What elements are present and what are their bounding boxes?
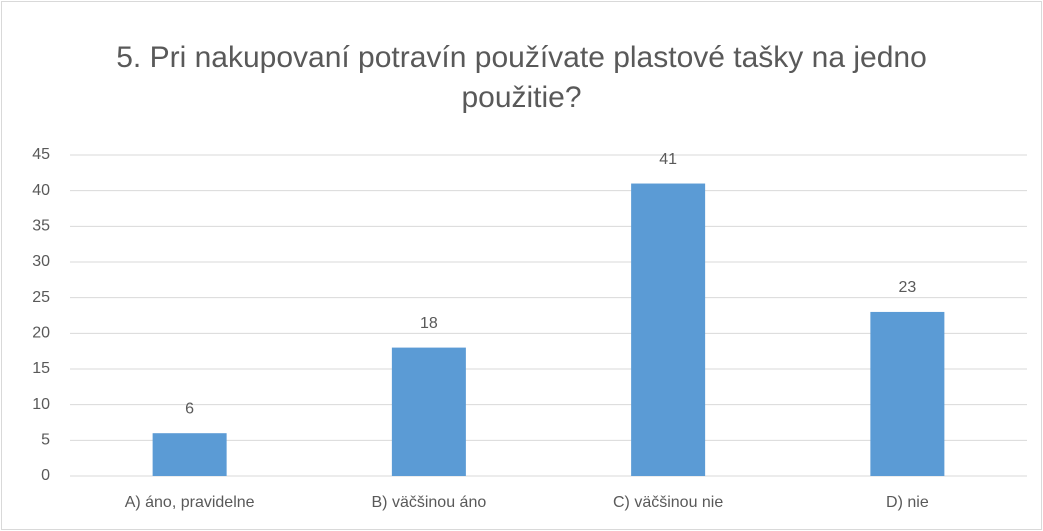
y-tick-label: 0 — [41, 467, 50, 484]
data-label: 23 — [898, 279, 916, 296]
y-tick-label: 40 — [32, 182, 50, 199]
x-tick-label: B) väčšinou áno — [372, 494, 487, 511]
y-tick-label: 25 — [32, 289, 50, 306]
y-tick-label: 5 — [41, 432, 50, 449]
bar — [631, 183, 706, 477]
bar — [870, 311, 945, 476]
y-tick-label: 45 — [32, 146, 50, 163]
data-label: 6 — [185, 400, 194, 417]
x-tick-label: D) nie — [886, 494, 929, 511]
y-tick-label: 35 — [32, 218, 50, 235]
data-label: 41 — [659, 151, 677, 168]
y-tick-label: 30 — [32, 253, 50, 270]
chart-title: 5. Pri nakupovaní potravín používate pla… — [116, 41, 927, 114]
y-tick-label: 10 — [32, 396, 50, 413]
y-tick-label: 15 — [32, 360, 50, 377]
bar — [391, 347, 466, 476]
data-label: 18 — [420, 315, 438, 332]
y-tick-label: 20 — [32, 325, 50, 342]
x-tick-label: A) áno, pravidelne — [125, 494, 255, 511]
x-tick-label: C) väčšinou nie — [613, 494, 723, 511]
bar — [152, 433, 227, 476]
